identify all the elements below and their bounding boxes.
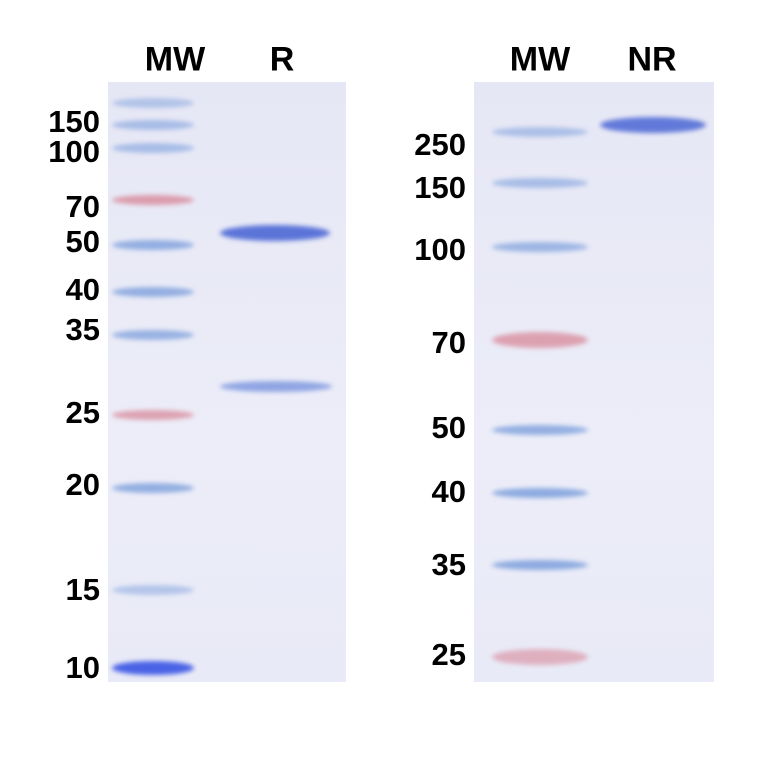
marker-band-left — [112, 143, 194, 153]
gel-right — [474, 82, 714, 682]
marker-band-left — [112, 585, 194, 595]
marker-band-right — [492, 488, 588, 498]
marker-label-250-right: 250 — [414, 127, 466, 162]
sample-band-r-light — [220, 380, 332, 392]
marker-label-150-left: 150 — [48, 104, 100, 139]
marker-band-left — [112, 195, 194, 205]
marker-label-100-left: 100 — [48, 134, 100, 169]
marker-band-left — [112, 98, 194, 108]
marker-band-left — [112, 330, 194, 340]
marker-band-right — [492, 178, 588, 188]
marker-label-70-left: 70 — [65, 189, 100, 224]
lane-label-r: R — [269, 40, 295, 79]
lane-label-nr: NR — [627, 40, 677, 79]
marker-label-70-right: 70 — [431, 325, 466, 360]
marker-label-50-right: 50 — [431, 410, 466, 445]
marker-label-35-right: 35 — [431, 547, 466, 582]
marker-label-25-right: 25 — [431, 637, 466, 672]
marker-band-right — [492, 242, 588, 252]
lane-label-mw-left: MW — [144, 40, 206, 79]
marker-label-35-left: 35 — [65, 312, 100, 347]
marker-band-right — [492, 425, 588, 435]
sample-band-nr — [600, 117, 706, 133]
marker-label-20-left: 20 — [65, 467, 100, 502]
marker-label-25-left: 25 — [65, 395, 100, 430]
marker-label-100-right: 100 — [414, 232, 466, 267]
marker-band-left — [112, 661, 194, 675]
marker-band-left — [112, 240, 194, 250]
marker-band-right — [492, 127, 588, 137]
marker-label-40-right: 40 — [431, 474, 466, 509]
marker-label-15-left: 15 — [65, 572, 100, 607]
marker-band-right — [492, 560, 588, 570]
sample-band-r-heavy — [220, 225, 330, 241]
marker-label-10-left: 10 — [65, 650, 100, 685]
marker-band-right — [492, 649, 588, 665]
lane-label-mw-right: MW — [509, 40, 571, 79]
marker-band-left — [112, 483, 194, 493]
marker-band-right — [492, 332, 588, 348]
marker-label-150-right: 150 — [414, 170, 466, 205]
marker-band-left — [112, 410, 194, 420]
marker-label-40-left: 40 — [65, 272, 100, 307]
marker-band-left — [112, 120, 194, 130]
marker-label-50-left: 50 — [65, 224, 100, 259]
marker-band-left — [112, 287, 194, 297]
